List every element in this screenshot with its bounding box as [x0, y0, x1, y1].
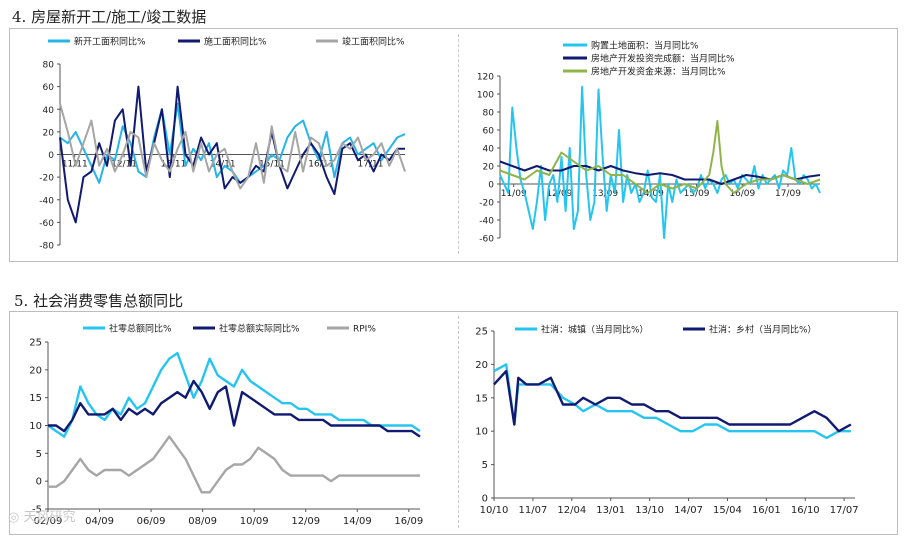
- legend-label: 社消：乡村（当月同比%）: [709, 324, 817, 336]
- y-tick-label: 0: [48, 151, 54, 161]
- y-tick-label: 20: [29, 365, 42, 376]
- series-line-c4-1: [493, 369, 852, 433]
- panel-divider-bottom: [458, 316, 459, 528]
- legend-label: 社零总额同比%: [109, 323, 172, 335]
- x-tick-label: 16/01: [752, 505, 781, 516]
- x-tick-label: 13/01: [596, 505, 625, 516]
- x-tick-label: 15/04: [713, 505, 742, 516]
- series-line-c3-2: [48, 435, 420, 494]
- y-tick-label: 15: [475, 393, 488, 404]
- x-tick-label: 08/09: [188, 516, 217, 527]
- x-tick-label: 11/07: [518, 505, 547, 516]
- legend-label: 社零总额实际同比%: [219, 323, 300, 335]
- y-tick-label: 0: [488, 181, 494, 191]
- legend-label: 竣工面积同比%: [342, 36, 405, 48]
- y-tick-label: 0: [36, 477, 42, 488]
- y-tick-label: 20: [483, 163, 495, 173]
- y-tick-label: -80: [39, 242, 54, 252]
- y-tick-label: 15: [29, 393, 42, 404]
- x-tick-label: 12/09: [291, 516, 320, 527]
- y-tick-label: 100: [477, 91, 494, 101]
- series-line-c2-0: [499, 85, 821, 239]
- section4-title: 4. 房屋新开工/施工/竣工数据: [12, 8, 207, 26]
- y-tick-label: 80: [483, 109, 495, 119]
- y-tick-label: -60: [39, 219, 54, 229]
- legend-label: 购置土地面积：当月同比%: [591, 40, 699, 52]
- x-tick-label: 10/09: [240, 516, 269, 527]
- x-tick-label: 04/09: [85, 516, 114, 527]
- legend-label: 新开工面积同比%: [74, 36, 146, 48]
- y-tick-label: 20: [43, 128, 55, 138]
- series-line-c3-0: [47, 351, 421, 438]
- y-tick-label: -60: [479, 235, 494, 245]
- x-tick-label: 16/09: [394, 516, 423, 527]
- y-tick-label: 25: [475, 327, 488, 338]
- x-tick-label: 13/11: [160, 160, 186, 170]
- x-tick-label: 12/09: [546, 189, 572, 199]
- panel-divider-top: [458, 34, 459, 254]
- legend-label: RPI%: [353, 325, 376, 335]
- x-tick-label: 06/09: [137, 516, 166, 527]
- chart-c3: 25 20 15 10 5 0 -502/09 04/09 06/09 08/09 10/09 12/…: [29, 323, 423, 528]
- y-tick-label: -5: [32, 505, 42, 516]
- x-tick-label: 17/07: [830, 505, 859, 516]
- y-tick-label: 120: [477, 73, 494, 83]
- y-tick-label: 80: [43, 61, 55, 71]
- x-tick-label: 10/10: [480, 505, 509, 516]
- series-line-c2-2: [499, 120, 821, 194]
- x-tick-label: 17/09: [775, 189, 801, 199]
- legend-label: 房地产开发投资完成额：当月同比%: [591, 53, 735, 65]
- x-tick-label: 16/09: [729, 189, 755, 199]
- y-tick-label: 5: [482, 460, 488, 471]
- y-tick-label: -40: [479, 217, 494, 227]
- y-tick-label: 25: [29, 338, 42, 349]
- chart-c4: 25 20 15 10 5 010/10 11/07 12/04 13/01 13/10 14/07…: [475, 324, 858, 517]
- x-tick-label: 15/11: [259, 160, 285, 170]
- y-tick-label: 10: [29, 421, 42, 432]
- x-tick-label: 12/11: [111, 160, 137, 170]
- watermark: ◎ 天风研究: [8, 510, 76, 525]
- x-tick-label: 11/09: [501, 189, 527, 199]
- y-tick-label: -20: [479, 199, 494, 209]
- x-tick-label: 15/09: [684, 189, 710, 199]
- y-tick-label: 60: [43, 83, 55, 93]
- series-line-c3-1: [48, 379, 421, 438]
- x-tick-label: 02/09: [34, 516, 63, 527]
- y-tick-label: 60: [483, 127, 495, 137]
- y-tick-label: 5: [36, 449, 42, 460]
- series-line-c1-1: [59, 85, 405, 224]
- panel-housing: [9, 28, 898, 262]
- series-line-c4-0: [493, 363, 851, 440]
- y-tick-label: 40: [43, 106, 55, 116]
- x-tick-label: 14/11: [210, 160, 236, 170]
- y-tick-label: 20: [475, 360, 488, 371]
- x-tick-label: 12/04: [557, 505, 586, 516]
- legend-label: 房地产开发资金来源：当月同比%: [591, 66, 726, 78]
- x-tick-label: 13/10: [635, 505, 664, 516]
- series-line-c1-2: [59, 103, 406, 190]
- legend-label: 施工面积同比%: [204, 36, 267, 48]
- y-tick-label: -40: [39, 196, 54, 206]
- y-tick-label: 10: [475, 427, 488, 438]
- x-tick-label: 14/07: [674, 505, 703, 516]
- x-tick-label: 16/10: [791, 505, 820, 516]
- legend-label: 社消：城镇（当月同比%）: [541, 324, 649, 336]
- y-tick-label: 40: [483, 145, 495, 155]
- y-tick-label: -20: [39, 174, 54, 184]
- y-tick-label: 0: [482, 494, 488, 505]
- section5-title: 5. 社会消费零售总额同比: [14, 292, 184, 310]
- x-tick-label: 14/09: [343, 516, 372, 527]
